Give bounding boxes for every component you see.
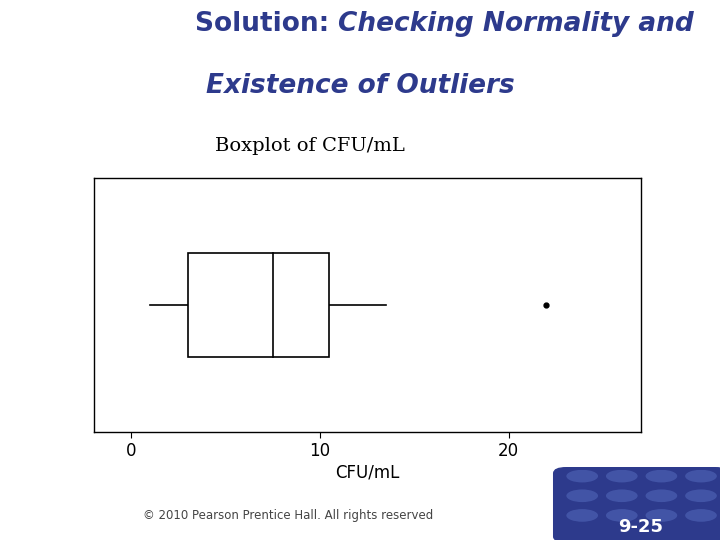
Text: Checking Normality and: Checking Normality and <box>338 11 694 37</box>
Text: © 2010 Pearson Prentice Hall. All rights reserved: © 2010 Pearson Prentice Hall. All rights… <box>143 509 433 522</box>
Ellipse shape <box>646 489 678 502</box>
X-axis label: CFU/mL: CFU/mL <box>335 463 400 481</box>
Ellipse shape <box>567 489 598 502</box>
Text: Existence of Outliers: Existence of Outliers <box>206 72 514 98</box>
Ellipse shape <box>567 509 598 522</box>
Ellipse shape <box>606 470 638 482</box>
Ellipse shape <box>685 509 717 522</box>
Ellipse shape <box>685 470 717 482</box>
FancyBboxPatch shape <box>554 468 720 540</box>
Ellipse shape <box>606 489 638 502</box>
Ellipse shape <box>606 509 638 522</box>
Ellipse shape <box>685 489 717 502</box>
Text: 9-25: 9-25 <box>618 518 663 536</box>
Ellipse shape <box>646 509 678 522</box>
Ellipse shape <box>646 470 678 482</box>
Text: Boxplot of CFU/mL: Boxplot of CFU/mL <box>215 137 405 155</box>
Ellipse shape <box>567 470 598 482</box>
Bar <box>188 253 330 357</box>
Text: Solution:: Solution: <box>195 11 338 37</box>
